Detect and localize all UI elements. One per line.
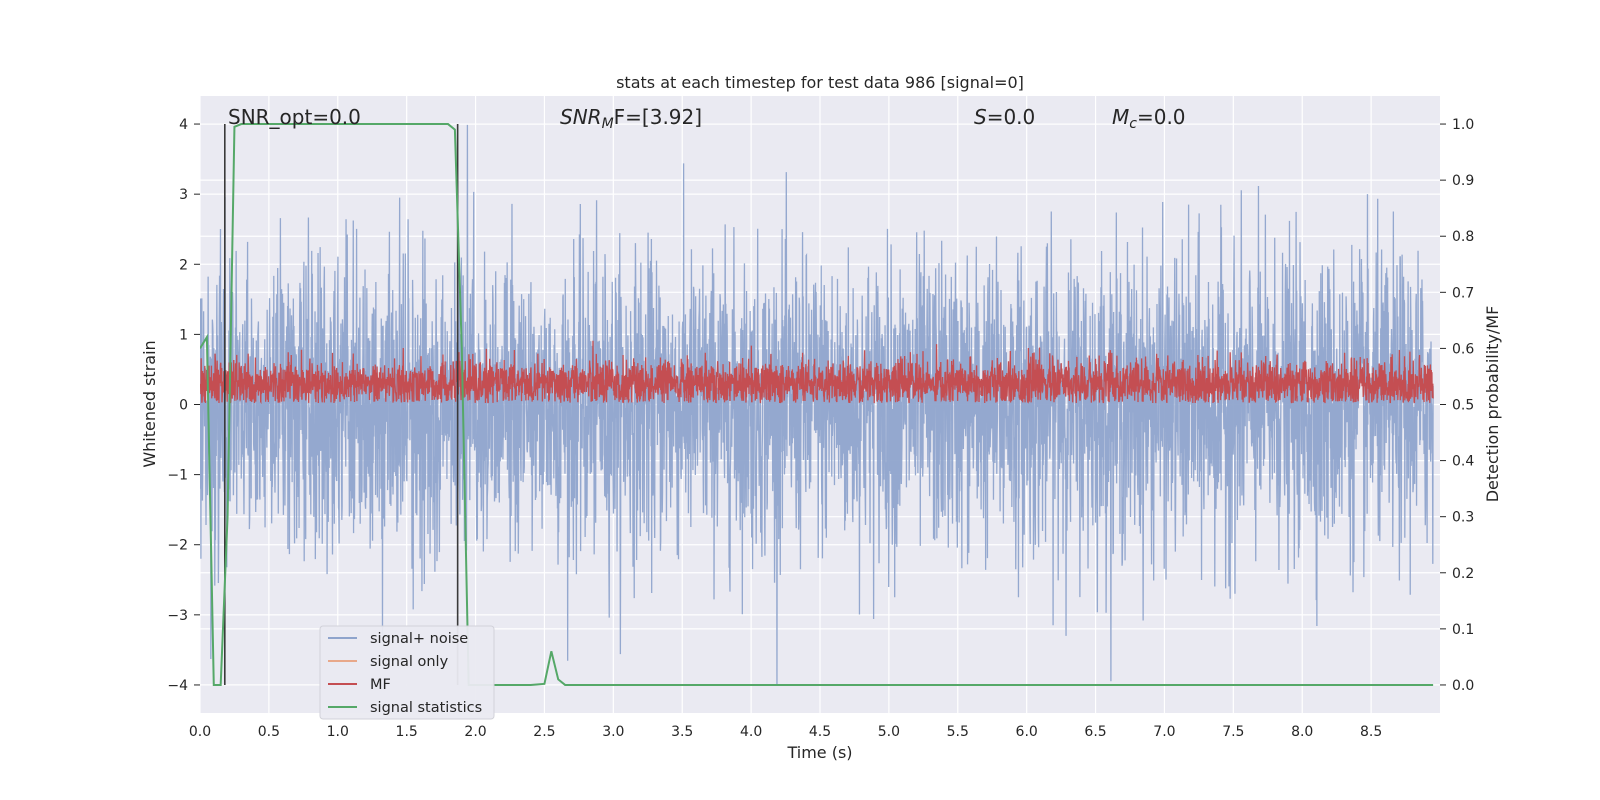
y-right-tick-label-6: 0.4 bbox=[1452, 454, 1474, 470]
series-layer bbox=[200, 123, 1434, 686]
legend-label-signal-only: signal only bbox=[370, 654, 449, 670]
series-signal-statistics-line bbox=[200, 123, 1434, 686]
annotation-mc: Mc=0.0 bbox=[1112, 105, 1186, 132]
x-tick-label-15: 7.5 bbox=[1222, 724, 1244, 740]
y-right-tick-label-5: 0.5 bbox=[1452, 398, 1474, 414]
x-tick-label-0: 0.0 bbox=[189, 724, 211, 740]
y-right-tick-label-9: 0.1 bbox=[1452, 622, 1474, 638]
annotation-s: S=0.0 bbox=[974, 105, 1035, 129]
series-signal-noise-line bbox=[200, 124, 1434, 685]
y-left-tick-label-5: −1 bbox=[167, 468, 188, 484]
y-left-tick-label-6: −2 bbox=[167, 538, 188, 554]
legend-box bbox=[319, 625, 495, 720]
x-tick-label-9: 4.5 bbox=[809, 724, 831, 740]
chart-title: stats at each timestep for test data 986… bbox=[616, 73, 1024, 92]
y-left-axis-ticks: 4 3 2 1 0 −1 −2 −3 −4 bbox=[167, 117, 200, 694]
x-tick-label-5: 2.5 bbox=[533, 724, 555, 740]
legend-label-signal-noise: signal+ noise bbox=[370, 631, 468, 647]
x-tick-label-2: 1.0 bbox=[327, 724, 349, 740]
y-right-tick-label-3: 0.7 bbox=[1452, 285, 1474, 301]
x-tick-label-10: 5.0 bbox=[878, 724, 900, 740]
y-left-tick-label-3: 1 bbox=[179, 327, 188, 343]
y-right-tick-label-4: 0.6 bbox=[1452, 341, 1474, 357]
y-left-axis-label: Whitened strain bbox=[140, 340, 159, 467]
x-tick-label-11: 5.5 bbox=[947, 724, 969, 740]
y-right-axis-ticks: 1.0 0.9 0.8 0.7 0.6 0.5 0.4 0.3 0.2 0.1 0.0 bbox=[1440, 117, 1474, 694]
annotation-snr-opt: SNR_opt=0.0 bbox=[228, 105, 361, 129]
y-left-tick-label-1: 3 bbox=[179, 187, 188, 203]
y-left-tick-label-0: 4 bbox=[179, 117, 188, 133]
x-tick-label-6: 3.0 bbox=[602, 724, 624, 740]
x-axis-label: Time (s) bbox=[786, 743, 852, 762]
y-right-axis-label: Detection probability/MF bbox=[1483, 306, 1502, 503]
y-left-tick-label-8: −4 bbox=[167, 678, 188, 694]
y-left-tick-label-2: 2 bbox=[179, 257, 188, 273]
x-tick-label-3: 1.5 bbox=[396, 724, 418, 740]
y-right-tick-label-7: 0.3 bbox=[1452, 510, 1474, 526]
legend: signal+ noise signal only MF signal stat… bbox=[319, 625, 495, 720]
y-right-tick-label-1: 0.9 bbox=[1452, 173, 1474, 189]
series-mf-line bbox=[200, 340, 1434, 405]
x-tick-label-14: 7.0 bbox=[1153, 724, 1175, 740]
x-tick-label-1: 0.5 bbox=[258, 724, 280, 740]
x-tick-label-12: 6.0 bbox=[1016, 724, 1038, 740]
x-tick-label-16: 8.0 bbox=[1291, 724, 1313, 740]
x-tick-label-7: 3.5 bbox=[671, 724, 693, 740]
x-tick-label-8: 4.0 bbox=[740, 724, 762, 740]
x-axis-ticks: 0.0 0.5 1.0 1.5 2.0 2.5 3.0 3.5 4.0 4.5 5.0 5.5 6.0 6… bbox=[189, 724, 1382, 740]
annotation-snr-mf: SNRMF=[3.92] bbox=[560, 105, 702, 132]
legend-label-mf: MF bbox=[370, 677, 391, 693]
y-right-tick-label-0: 1.0 bbox=[1452, 117, 1474, 133]
y-left-tick-label-7: −3 bbox=[167, 608, 188, 624]
legend-label-signal-statistics: signal statistics bbox=[370, 700, 482, 716]
x-tick-label-13: 6.5 bbox=[1084, 724, 1106, 740]
y-right-tick-label-8: 0.2 bbox=[1452, 566, 1474, 582]
x-tick-label-4: 2.0 bbox=[464, 724, 486, 740]
y-right-tick-label-10: 0.0 bbox=[1452, 678, 1474, 694]
x-tick-label-17: 8.5 bbox=[1360, 724, 1382, 740]
y-left-tick-label-4: 0 bbox=[179, 398, 188, 414]
y-right-tick-label-2: 0.8 bbox=[1452, 229, 1474, 245]
